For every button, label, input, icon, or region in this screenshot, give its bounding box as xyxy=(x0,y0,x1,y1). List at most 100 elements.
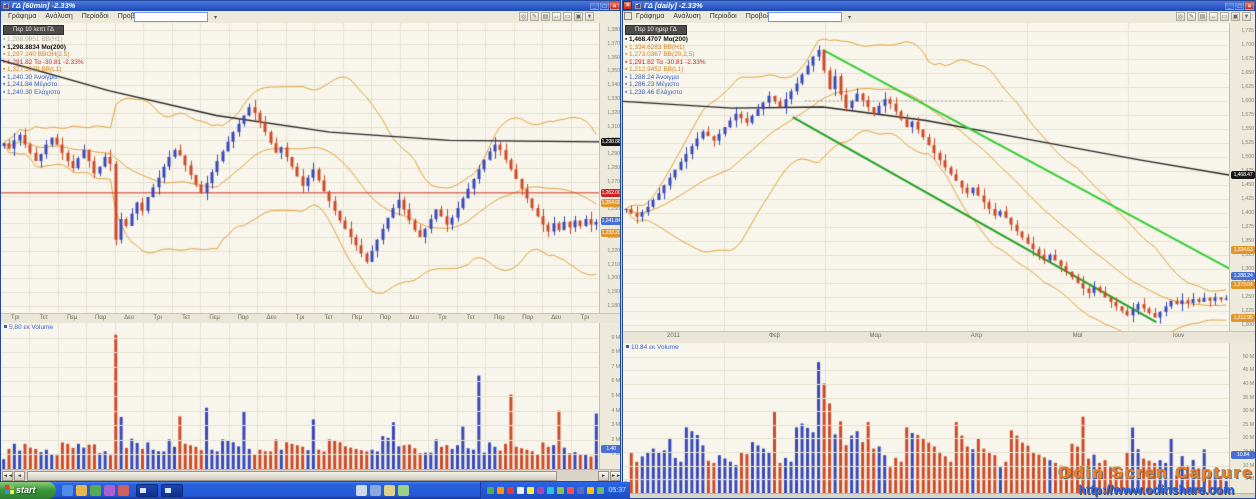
menu-periodoi[interactable]: Περίοδοι xyxy=(81,13,109,20)
symbol-search-input[interactable] xyxy=(768,12,842,22)
expand-icon[interactable]: ↔ xyxy=(1209,12,1218,21)
time-axis-label: Δευ xyxy=(124,315,135,321)
grid-icon[interactable]: ▤ xyxy=(1198,12,1207,21)
menu-analysi[interactable]: Ανάλυση xyxy=(45,13,73,20)
legend-text: 1,286.23 Μέγιστο xyxy=(629,81,680,88)
volume-tick-label: 3 Μ xyxy=(611,422,620,429)
price-tick-label: 1,425 xyxy=(1241,196,1254,203)
tray-icon-4[interactable] xyxy=(517,487,524,494)
price-tick-label: 1,320 xyxy=(607,109,620,116)
time-axis-label: Τετ xyxy=(466,315,475,321)
volume-axis[interactable]: 9 Μ 8 Μ 7 Μ 6 Μ 5 Μ 4 Μ 3 Μ 2 Μ 1 Μ 1.40 xyxy=(599,323,620,469)
price-tick-label: 1,250 xyxy=(607,206,620,213)
legend-line: ▪ 1,241.84 Μέγιστο xyxy=(3,81,84,89)
draw-icon[interactable]: ✎ xyxy=(530,12,539,21)
legend-text: 1,273.0367 ΒΒ(20,2,5) xyxy=(629,51,695,58)
volume-tick-label: 10 Μ xyxy=(1242,462,1255,469)
zoom-icon[interactable]: ◎ xyxy=(1176,12,1185,21)
panel-icon[interactable]: ▭ xyxy=(1220,12,1229,21)
volume-tick-label: 9 Μ xyxy=(611,334,620,341)
toolbar-icon-4[interactable] xyxy=(398,485,409,496)
quicklaunch-media-icon[interactable] xyxy=(104,485,115,496)
legend-header: Περ 10 ημερ ΓΔ xyxy=(625,25,687,35)
chart-app-icon xyxy=(635,3,641,9)
toolbar-icon-2[interactable] xyxy=(370,485,381,496)
menu-periodoi[interactable]: Περίοδοι xyxy=(709,13,737,20)
tray-icon-7[interactable] xyxy=(547,487,554,494)
price-chart-canvas[interactable] xyxy=(1,23,599,313)
tray-icon-5[interactable] xyxy=(527,487,534,494)
tray-icon-12[interactable] xyxy=(597,487,604,494)
layout-icon[interactable]: ▣ xyxy=(574,12,583,21)
maximize-button[interactable]: □ xyxy=(1235,2,1244,10)
quicklaunch-folder-icon[interactable] xyxy=(76,485,87,496)
expand-icon[interactable]: ↔ xyxy=(552,12,561,21)
price-axis[interactable]: 1,380 1,370 1,360 1,350 1,340 1,330 1,320 1,310… xyxy=(599,23,620,313)
titlebar-60min[interactable]: ΓΔ [60min] -2.33% _ □ × xyxy=(1,1,620,11)
tray-icon-6[interactable] xyxy=(537,487,544,494)
menu-grafima[interactable]: Γράφημα xyxy=(636,13,665,20)
taskbar-window-button-1[interactable] xyxy=(136,484,158,497)
search-dropdown-icon[interactable]: ▾ xyxy=(213,15,217,21)
scrollbar-thumb[interactable] xyxy=(27,471,557,481)
tray-icon-2[interactable] xyxy=(497,487,504,494)
tray-icon-10[interactable] xyxy=(577,487,584,494)
volume-tick-label: 5 Μ xyxy=(1245,476,1254,483)
grid-icon[interactable]: ▤ xyxy=(541,12,550,21)
menu-analysi[interactable]: Ανάλυση xyxy=(673,13,701,20)
scroll-left-button[interactable]: ◄ xyxy=(14,471,25,481)
menu-provoli[interactable]: Προβολή xyxy=(117,13,146,20)
legend-text: 1,297.140 ΒΒΟΗ(2,5) xyxy=(7,51,70,58)
quicklaunch-browser-icon[interactable] xyxy=(62,485,73,496)
price-axis[interactable]: 1,725 1,700 1,675 1,650 1,625 1,600 1,575 1,550… xyxy=(1229,23,1255,331)
toolbar-icon-1[interactable] xyxy=(356,485,367,496)
legend-bullet-icon: ▪ xyxy=(625,43,628,51)
tray-icon-9[interactable] xyxy=(567,487,574,494)
close-button[interactable]: × xyxy=(610,2,619,10)
menu-grafima[interactable]: Γράφημα xyxy=(8,13,37,20)
symbol-search-input[interactable] xyxy=(134,12,208,22)
time-axis-label: Δευ xyxy=(408,315,419,321)
save-icon[interactable]: ▼ xyxy=(1242,12,1251,21)
tray-icon-11[interactable] xyxy=(587,487,594,494)
toolbar-icon-3[interactable] xyxy=(384,485,395,496)
taskbar-window-button-2[interactable] xyxy=(161,484,183,497)
horizontal-scrollbar[interactable]: ◄◄ ◄ ► ►► xyxy=(1,469,621,481)
scroll-right-button[interactable]: ► xyxy=(598,471,609,481)
price-tick-label: 1,450 xyxy=(1241,182,1254,189)
tray-icon-8[interactable] xyxy=(557,487,564,494)
close-button[interactable]: × xyxy=(1245,2,1254,10)
menu-provoli[interactable]: Προβολή xyxy=(745,13,774,20)
volume-chart-canvas[interactable] xyxy=(623,343,1229,493)
price-chart-canvas[interactable] xyxy=(623,23,1229,331)
volume-tick-label: 5 Μ xyxy=(611,393,620,399)
legend-text: 1,327.5079 ΒΒ(L1) xyxy=(7,66,62,73)
scroll-end-button[interactable]: ►► xyxy=(610,471,621,481)
volume-axis[interactable]: 50 Μ45 Μ40 Μ35 Μ30 Μ25 Μ20 Μ15 Μ10 Μ5 Μ1… xyxy=(1229,343,1255,493)
tray-icon-3[interactable] xyxy=(507,487,514,494)
search-dropdown-icon[interactable]: ▾ xyxy=(847,15,851,21)
tray-icon-1[interactable] xyxy=(487,487,494,494)
zoom-icon[interactable]: ◎ xyxy=(519,12,528,21)
quicklaunch-desktop-icon[interactable] xyxy=(90,485,101,496)
panel-icon[interactable]: ▭ xyxy=(563,12,572,21)
volume-chart-canvas[interactable] xyxy=(1,323,599,469)
scroll-start-button[interactable]: ◄◄ xyxy=(2,471,13,481)
layout-icon[interactable]: ▣ xyxy=(1231,12,1240,21)
windows-flag-icon xyxy=(5,485,14,494)
draw-icon[interactable]: ✎ xyxy=(1187,12,1196,21)
start-button[interactable]: start xyxy=(0,482,56,499)
minimize-button[interactable]: _ xyxy=(590,2,599,10)
minimize-button[interactable]: _ xyxy=(1225,2,1234,10)
close-left-icon[interactable]: × xyxy=(623,1,632,10)
price-tick-label: 1,625 xyxy=(1241,84,1254,91)
price-tick-label: 1,525 xyxy=(1241,140,1254,147)
series-dot-icon xyxy=(4,325,7,328)
document-icon[interactable] xyxy=(624,12,632,20)
quicklaunch-mail-icon[interactable] xyxy=(118,485,129,496)
titlebar-daily[interactable]: × ΓΔ [daily] -2.33% _ □ × xyxy=(623,1,1255,11)
volume-value-box: 10.84 xyxy=(1231,450,1255,459)
save-icon[interactable]: ▼ xyxy=(585,12,594,21)
maximize-button[interactable]: □ xyxy=(600,2,609,10)
horizontal-scrollbar[interactable] xyxy=(623,493,1255,498)
